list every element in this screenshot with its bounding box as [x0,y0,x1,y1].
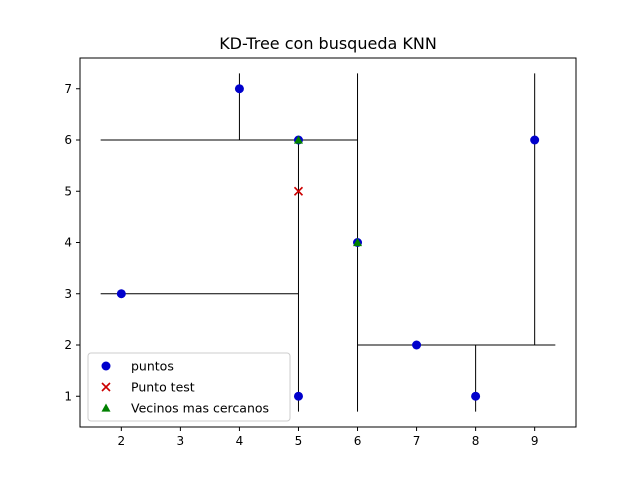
y-tick-label: 2 [64,338,72,352]
x-tick-label: 4 [236,434,244,448]
plot-area: 2 3 4 5 6 7 8 9 1 2 3 4 5 6 7 puntos Punto test Vecinos m… [64,57,577,448]
series-2-point [353,238,363,247]
series-0-point [471,391,481,401]
legend-marker [101,361,111,371]
x-tick-label: 5 [295,434,303,448]
legend-marker [101,403,111,412]
series-0-point [234,84,244,94]
y-tick-label: 4 [64,236,72,250]
legend-label: Vecinos mas cercanos [131,401,269,416]
series-0-point [293,391,303,401]
series-1-point [293,186,304,196]
y-tick-label: 5 [64,184,72,198]
y-tick-label: 6 [64,133,72,147]
y-tick-label: 3 [64,287,72,301]
legend-box [87,352,291,422]
y-tick-label: 1 [64,389,72,403]
x-tick-label: 8 [472,434,480,448]
x-tick-label: 6 [354,434,362,448]
legend-label: puntos [131,359,174,374]
x-tick-label: 7 [413,434,421,448]
series-0-point [412,340,422,350]
legend-marker [101,382,111,392]
series-0-point [116,289,126,299]
y-tick-label: 7 [64,82,72,96]
x-tick-label: 2 [118,434,126,448]
legend-label: Punto test [131,380,195,395]
series-2-point [293,135,303,144]
series-0-point [530,135,540,145]
x-tick-label: 3 [177,434,185,448]
chart-title: KD-Tree con busqueda KNN [219,34,437,53]
x-tick-label: 9 [531,434,539,448]
